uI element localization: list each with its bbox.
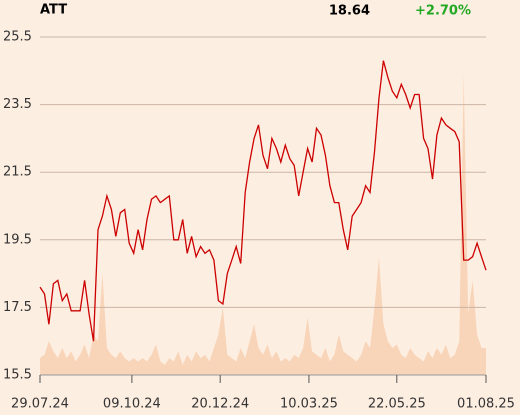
- volume-area: [40, 74, 486, 376]
- y-tick-label: 19.5: [3, 232, 32, 247]
- y-tick-label: 23.5: [3, 97, 32, 112]
- x-tick-label: 10.03.25: [280, 397, 338, 412]
- x-tick-label: 22.05.25: [368, 397, 426, 412]
- y-tick-label: 17.5: [3, 300, 32, 315]
- price: 18.64: [329, 4, 370, 19]
- y-tick-label: 15.5: [3, 368, 32, 383]
- change: +2.70%: [415, 4, 471, 19]
- y-tick-label: 21.5: [3, 165, 32, 180]
- x-tick-label: 29.07.24: [11, 397, 69, 412]
- x-tick-label: 20.12.24: [191, 397, 249, 412]
- ticker: ATT: [40, 3, 67, 18]
- x-tick-label: 09.10.24: [103, 397, 161, 412]
- y-tick-label: 25.5: [3, 30, 32, 45]
- price-line: [39, 60, 487, 342]
- x-tick-label: 01.08.25: [457, 397, 515, 412]
